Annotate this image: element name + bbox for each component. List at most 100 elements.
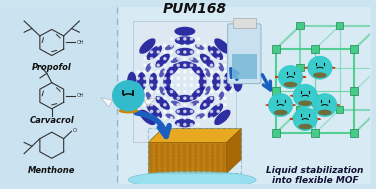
Circle shape (183, 151, 186, 154)
Circle shape (230, 77, 233, 80)
Circle shape (170, 71, 173, 73)
Circle shape (150, 91, 153, 93)
Bar (1, 7, 118, 184)
Circle shape (197, 97, 199, 99)
Circle shape (166, 144, 169, 147)
Circle shape (177, 169, 180, 172)
Circle shape (222, 151, 225, 154)
Circle shape (172, 155, 175, 157)
Circle shape (190, 71, 193, 73)
Circle shape (150, 84, 153, 86)
Circle shape (194, 169, 197, 172)
Circle shape (164, 44, 166, 46)
Circle shape (161, 165, 164, 168)
Circle shape (177, 77, 179, 80)
Circle shape (170, 104, 173, 106)
Circle shape (177, 51, 179, 53)
Circle shape (170, 64, 173, 66)
Circle shape (217, 84, 219, 86)
Text: O: O (73, 128, 77, 133)
Circle shape (150, 158, 152, 161)
Circle shape (224, 84, 226, 86)
Ellipse shape (118, 108, 138, 113)
Circle shape (164, 97, 166, 99)
Circle shape (150, 165, 152, 168)
Ellipse shape (190, 100, 199, 106)
Circle shape (211, 169, 214, 172)
Circle shape (222, 147, 225, 150)
Circle shape (161, 144, 164, 147)
Ellipse shape (159, 69, 165, 77)
Circle shape (217, 110, 219, 112)
Circle shape (194, 165, 197, 168)
Circle shape (217, 51, 219, 53)
Circle shape (170, 97, 173, 99)
Circle shape (161, 151, 164, 154)
Bar (148, 128, 241, 173)
Circle shape (205, 165, 208, 168)
Bar (336, 22, 344, 29)
Bar (311, 45, 319, 53)
Circle shape (210, 97, 213, 99)
Circle shape (164, 64, 166, 66)
Ellipse shape (159, 86, 165, 95)
Circle shape (170, 110, 173, 112)
Circle shape (222, 158, 225, 161)
Ellipse shape (176, 48, 194, 56)
Circle shape (177, 144, 180, 147)
Circle shape (200, 169, 203, 172)
Circle shape (155, 144, 158, 147)
Text: PUM168: PUM168 (163, 2, 227, 16)
Text: Liquid stabilization
into flexible MOF: Liquid stabilization into flexible MOF (266, 166, 364, 185)
Ellipse shape (165, 114, 175, 119)
Circle shape (210, 84, 213, 86)
Circle shape (190, 97, 193, 99)
Ellipse shape (205, 68, 211, 77)
Circle shape (150, 97, 153, 99)
Circle shape (161, 169, 164, 172)
Circle shape (166, 169, 169, 172)
Circle shape (210, 57, 213, 60)
Circle shape (155, 169, 158, 172)
Circle shape (164, 71, 166, 73)
Circle shape (170, 84, 173, 86)
Ellipse shape (214, 38, 230, 54)
Circle shape (183, 147, 186, 150)
Bar (232, 54, 257, 79)
Circle shape (170, 91, 173, 93)
Ellipse shape (176, 95, 194, 102)
Circle shape (157, 51, 159, 53)
Circle shape (161, 155, 164, 157)
Circle shape (200, 158, 203, 161)
Circle shape (210, 51, 213, 53)
Ellipse shape (174, 27, 196, 36)
Circle shape (197, 123, 199, 126)
Circle shape (177, 57, 179, 60)
Circle shape (224, 64, 226, 66)
Circle shape (204, 57, 206, 60)
Bar (272, 129, 280, 137)
Circle shape (197, 64, 199, 66)
Circle shape (222, 169, 225, 172)
Ellipse shape (214, 110, 230, 125)
Circle shape (157, 104, 159, 106)
Circle shape (150, 51, 153, 53)
Circle shape (155, 165, 158, 168)
Circle shape (279, 66, 302, 88)
Bar (336, 106, 344, 113)
Circle shape (222, 162, 225, 165)
Circle shape (189, 165, 192, 168)
Circle shape (189, 158, 192, 161)
Circle shape (184, 44, 186, 46)
Ellipse shape (163, 73, 171, 90)
Circle shape (204, 64, 206, 66)
Circle shape (144, 104, 146, 106)
Circle shape (177, 71, 179, 73)
Ellipse shape (155, 54, 170, 67)
Bar (296, 106, 304, 113)
Circle shape (177, 147, 180, 150)
Circle shape (177, 155, 180, 157)
Circle shape (210, 44, 213, 46)
Circle shape (166, 162, 169, 165)
Circle shape (200, 165, 203, 168)
